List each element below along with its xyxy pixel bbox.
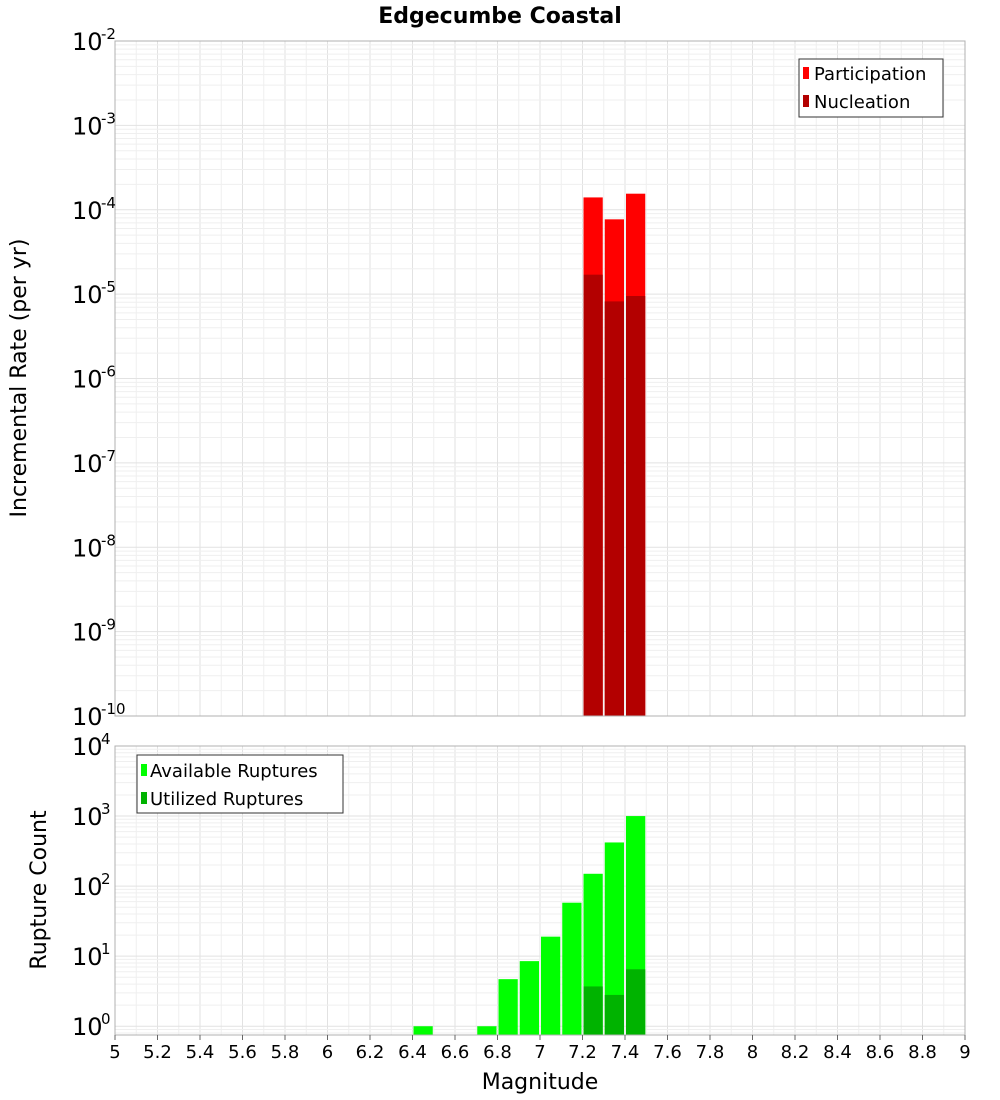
top-y-tick-label: 10 <box>72 534 103 562</box>
x-tick-label: 7.4 <box>611 1042 640 1063</box>
x-tick-label: 5 <box>109 1042 120 1063</box>
x-tick-label: 6.2 <box>356 1042 385 1063</box>
x-tick-label: 6.8 <box>483 1042 512 1063</box>
bottom-bar-available-ruptures <box>541 936 561 1035</box>
top-y-tick-exponent: -6 <box>101 363 116 381</box>
available-ruptures-legend-swatch <box>141 764 147 776</box>
x-tick-label: 7.2 <box>568 1042 597 1063</box>
x-axis-label: Magnitude <box>482 1070 599 1095</box>
bottom-bar-available-ruptures <box>498 979 518 1035</box>
bottom-y-tick-label: 10 <box>72 803 103 831</box>
top-y-tick-exponent: -2 <box>101 25 116 43</box>
bottom-y-axis-label: Rupture Count <box>27 810 52 970</box>
bottom-y-tick-exponent: 3 <box>101 800 111 818</box>
top-y-tick-label: 10 <box>72 366 103 394</box>
bottom-bar-available-ruptures <box>604 842 624 1035</box>
bottom-y-tick-label: 10 <box>72 733 103 761</box>
x-tick-label: 6 <box>322 1042 333 1063</box>
x-tick-label: 7.6 <box>653 1042 682 1063</box>
top-y-tick-label: 10 <box>72 112 103 140</box>
top-plot-frame <box>114 40 966 717</box>
utilized-ruptures-legend-label: Utilized Ruptures <box>150 789 303 810</box>
utilized-ruptures-legend-swatch <box>141 792 147 804</box>
participation-legend-label: Participation <box>814 64 926 85</box>
top-y-tick-exponent: -5 <box>101 278 116 296</box>
top-y-tick-exponent: -3 <box>101 109 116 127</box>
bottom-bar-utilized-ruptures <box>626 969 646 1035</box>
available-ruptures-legend-label: Available Ruptures <box>150 761 318 782</box>
top-y-tick-label: 10 <box>72 28 103 56</box>
x-tick-label: 7.8 <box>696 1042 725 1063</box>
bottom-bar-available-ruptures <box>519 961 539 1035</box>
bottom-y-tick-exponent: 0 <box>101 1010 111 1028</box>
bottom-bar-utilized-ruptures <box>583 986 603 1035</box>
top-y-tick-exponent: -9 <box>101 616 116 634</box>
x-tick-labels: 5 5.2 5.4 5.6 5.8 6 6.2 6.4 6.6 6.8 7 7.2 7.4 7.6 7.8 8… <box>109 1035 971 1063</box>
participation-legend-swatch <box>803 67 809 79</box>
bottom-bar-available-ruptures <box>477 1026 497 1035</box>
top-y-tick-exponent: -7 <box>101 447 116 465</box>
x-tick-label: 8.6 <box>866 1042 895 1063</box>
top-bar-nucleation <box>583 274 603 716</box>
top-bar-nucleation <box>626 296 646 716</box>
top-y-tick-label: 10 <box>72 619 103 647</box>
x-tick-label: 8.4 <box>823 1042 852 1063</box>
bottom-bar-available-ruptures <box>562 902 582 1035</box>
x-tick-label: 5.8 <box>271 1042 300 1063</box>
top-legend: Participation Nucleation <box>798 58 944 118</box>
bottom-legend-box <box>136 754 344 814</box>
top-y-tick-exponent: -10 <box>101 700 126 718</box>
bottom-y-tick-label: 10 <box>72 873 103 901</box>
x-tick-label: 5.4 <box>186 1042 215 1063</box>
bottom-legend: Available Ruptures Utilized Ruptures <box>136 754 344 814</box>
x-tick-label: 6.4 <box>398 1042 427 1063</box>
bottom-y-tick-exponent: 2 <box>101 870 111 888</box>
top-legend-box <box>798 58 944 118</box>
top-y-tick-label: 10 <box>72 281 103 309</box>
x-tick-label: 9 <box>959 1042 970 1063</box>
bottom-bar-utilized-ruptures <box>604 994 624 1035</box>
x-tick-label: 8 <box>747 1042 758 1063</box>
top-y-tick-exponent: -8 <box>101 531 116 549</box>
top-y-axis-label: Incremental Rate (per yr) <box>7 239 32 518</box>
x-tick-label: 5.6 <box>228 1042 257 1063</box>
chart-title: Edgecumbe Coastal <box>378 4 622 29</box>
top-y-tick-label: 10 <box>72 703 103 731</box>
top-bar-nucleation <box>604 301 624 716</box>
bottom-y-tick-exponent: 1 <box>101 940 111 958</box>
x-tick-label: 7 <box>534 1042 545 1063</box>
bottom-bar-available-ruptures <box>413 1026 433 1035</box>
top-y-tick-exponent: -4 <box>101 194 116 212</box>
x-tick-label: 6.6 <box>441 1042 470 1063</box>
x-tick-label: 8.8 <box>908 1042 937 1063</box>
top-y-tick-label: 10 <box>72 197 103 225</box>
top-plot-area: 10-210-310-410-510-610-710-810-910-10 <box>72 25 966 731</box>
x-tick-label: 8.2 <box>781 1042 810 1063</box>
bottom-y-tick-exponent: 4 <box>101 730 111 748</box>
top-y-tick-label: 10 <box>72 450 103 478</box>
nucleation-legend-label: Nucleation <box>814 92 910 113</box>
bottom-y-tick-label: 10 <box>72 943 103 971</box>
x-tick-label: 5.2 <box>143 1042 172 1063</box>
nucleation-legend-swatch <box>803 95 809 107</box>
bottom-y-tick-label: 10 <box>72 1013 103 1041</box>
